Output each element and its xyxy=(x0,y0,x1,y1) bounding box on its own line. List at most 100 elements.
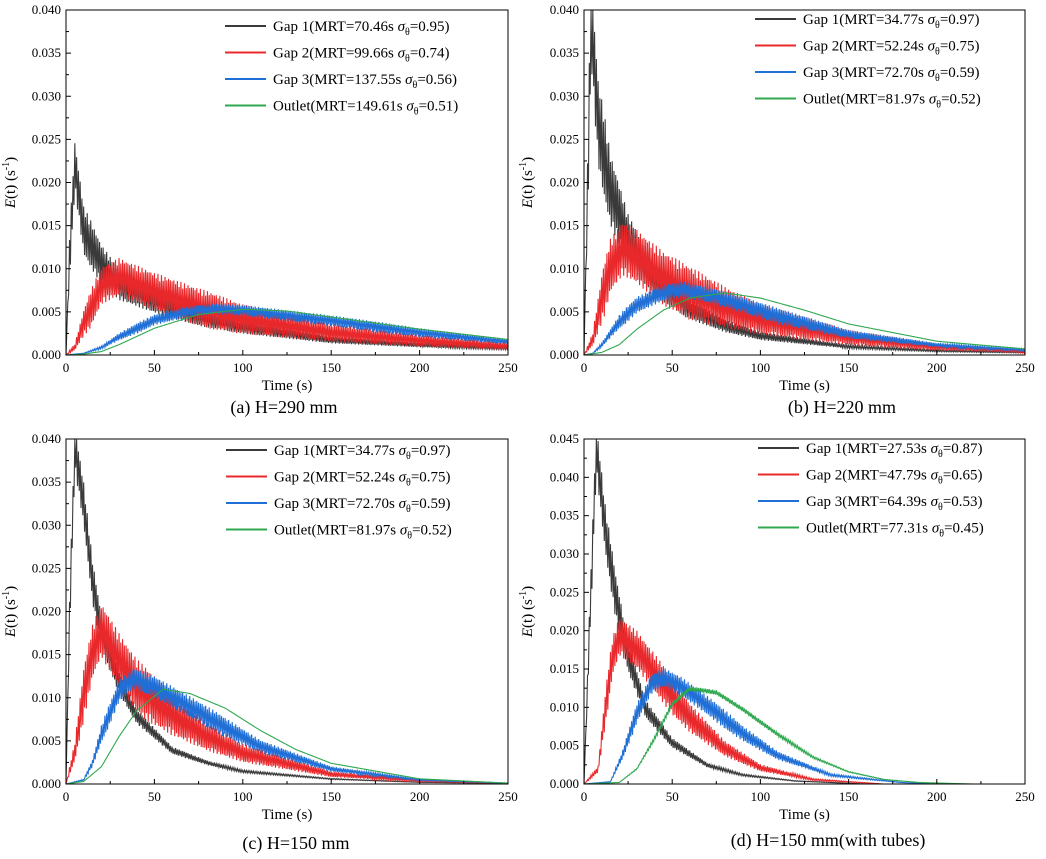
y-tick-label: 0.000 xyxy=(550,776,579,791)
plot-frame xyxy=(65,438,509,785)
y-axis-label-exponent: -1 xyxy=(1,591,12,599)
legend-value: =0.74) xyxy=(410,46,450,62)
legend-entry-label: Gap 2(MRT=99.66s σθ=0.74) xyxy=(273,46,450,65)
x-tick-label: 100 xyxy=(233,360,253,375)
y-axis-label-symbol: E xyxy=(3,628,19,638)
y-tick-label: 0.010 xyxy=(550,699,579,714)
series-line-gap-1 xyxy=(583,438,867,785)
legend-entry-label: Outlet(MRT=81.97s σθ=0.52) xyxy=(803,92,981,111)
x-tick-label: 150 xyxy=(321,789,341,804)
panel-caption: (b) H=220 mm xyxy=(788,397,896,418)
series-line-outlet xyxy=(583,292,1026,356)
x-axis-label: Time (s) xyxy=(779,378,830,394)
y-axis-label-close: ) xyxy=(520,157,536,162)
y-axis-label-close: ) xyxy=(3,157,19,162)
legend-sigma: σ xyxy=(400,523,408,539)
legend-entry-label: Gap 1(MRT=27.53s σθ=0.87) xyxy=(806,441,983,460)
x-tick-label: 50 xyxy=(666,360,679,375)
legend: Gap 1(MRT=27.53s σθ=0.87)Gap 2(MRT=47.79… xyxy=(758,441,984,540)
y-tick-label: 0.020 xyxy=(32,175,61,190)
legend-entry-label: Gap 2(MRT=52.24s σθ=0.75) xyxy=(274,470,451,489)
x-tick-label: 150 xyxy=(321,360,341,375)
legend-entry-label: Outlet(MRT=77.31s σθ=0.45) xyxy=(806,521,984,540)
legend-entry-label: Gap 3(MRT=137.55s σθ=0.56) xyxy=(273,72,457,91)
x-axis-label: Time (s) xyxy=(779,807,830,823)
y-tick-label: 0.035 xyxy=(550,45,579,60)
series-line-gap-3 xyxy=(583,281,1026,356)
legend-text: Gap 2(MRT=52.24s xyxy=(803,39,928,55)
legend-sigma: σ xyxy=(929,92,937,108)
legend-text: Gap 3(MRT=137.55s xyxy=(273,72,405,88)
y-axis-label-exponent: -1 xyxy=(518,591,529,599)
y-axis-label-symbol: E xyxy=(520,199,536,209)
legend-value: =0.95) xyxy=(410,19,450,35)
y-axis-label: E(t) (s-1) xyxy=(1,586,19,638)
legend-subscript: θ xyxy=(413,80,418,91)
chart-panel-1: 0 50 100 150 200 250 0.000 0.005 0.010 0.015 0.020… xyxy=(1,2,518,418)
y-tick-label: 0.040 xyxy=(32,431,61,446)
legend-subscript: θ xyxy=(406,504,411,515)
legend-sigma: σ xyxy=(399,470,407,486)
chart-panel-3: 0 50 100 150 200 250 0.000 0.005 0.010 0.015 0.020… xyxy=(1,431,518,854)
y-axis-label-symbol: E xyxy=(520,628,536,638)
legend-sigma: σ xyxy=(931,441,939,457)
legend-value: =0.87) xyxy=(943,441,983,457)
y-axis-label: E(t) (s-1) xyxy=(1,157,19,209)
x-axis-label: Time (s) xyxy=(262,807,313,823)
y-axis-label-text: (t) (s xyxy=(3,599,19,628)
y-tick-label: 0.010 xyxy=(550,261,579,276)
legend-sigma: σ xyxy=(405,72,413,88)
y-tick-label: 0.030 xyxy=(550,546,579,561)
x-tick-label: 200 xyxy=(410,360,430,375)
legend-value: =0.51) xyxy=(419,99,459,115)
plot-frame xyxy=(583,438,1026,785)
y-axis-label-text: (t) (s xyxy=(520,599,536,628)
x-tick-label: 250 xyxy=(1015,789,1035,804)
legend-entry-label: Gap 3(MRT=72.70s σθ=0.59) xyxy=(803,65,980,84)
panel-caption: (c) H=150 mm xyxy=(242,833,349,854)
legend-value: =0.97) xyxy=(940,12,980,28)
legend-text: Gap 1(MRT=34.77s xyxy=(274,443,399,459)
legend-subscript: θ xyxy=(938,449,943,460)
panel-caption: (a) H=290 mm xyxy=(230,397,337,418)
y-tick-label: 0.025 xyxy=(550,131,579,146)
y-tick-label: 0.045 xyxy=(550,431,579,446)
x-tick-label: 200 xyxy=(927,360,947,375)
legend-entry-label: Gap 1(MRT=34.77s σθ=0.97) xyxy=(274,443,451,462)
legend-subscript: θ xyxy=(414,107,419,118)
y-tick-label: 0.000 xyxy=(550,347,579,362)
chart-panel-2: 0 50 100 150 200 250 0.000 0.005 0.010 0.015 0.020… xyxy=(518,2,1035,418)
legend-subscript: θ xyxy=(935,73,940,84)
x-tick-label: 150 xyxy=(839,360,859,375)
legend-value: =0.75) xyxy=(940,39,980,55)
y-tick-label: 0.015 xyxy=(32,218,61,233)
y-tick-label: 0.035 xyxy=(550,508,579,523)
x-tick-label: 0 xyxy=(581,789,588,804)
y-axis-label-exponent: -1 xyxy=(518,162,529,170)
x-tick-label: 200 xyxy=(927,789,947,804)
y-tick-label: 0.025 xyxy=(550,584,579,599)
legend-subscript: θ xyxy=(406,478,411,489)
legend: Gap 1(MRT=70.46s σθ=0.95) Gap 2(MRT=99.66… xyxy=(225,19,458,118)
y-tick-label: 0.000 xyxy=(32,776,61,791)
legend-value: =0.56) xyxy=(417,72,457,88)
legend-entry-label: Gap 1(MRT=70.46s σθ=0.95) xyxy=(273,19,450,38)
legend-sigma: σ xyxy=(399,496,407,512)
y-axis-label-close: ) xyxy=(520,586,536,591)
y-tick-label: 0.020 xyxy=(550,175,579,190)
y-tick-label: 0.030 xyxy=(32,88,61,103)
y-axis-label-symbol: E xyxy=(3,199,19,209)
legend-value: =0.52) xyxy=(412,523,452,539)
legend-subscript: θ xyxy=(405,27,410,38)
y-axis-label-close: ) xyxy=(3,586,19,591)
y-tick-label: 0.030 xyxy=(550,88,579,103)
y-tick-label: 0.005 xyxy=(32,304,61,319)
y-tick-label: 0.005 xyxy=(550,738,579,753)
y-tick-label: 0.020 xyxy=(32,604,61,619)
legend-entry-label: Outlet(MRT=81.97s σθ=0.52) xyxy=(274,523,452,542)
panel-caption: (d) H=150 mm(with tubes) xyxy=(731,830,926,851)
legend-value: =0.59) xyxy=(940,65,980,81)
series-line-outlet xyxy=(65,308,509,356)
y-axis-label-exponent: -1 xyxy=(1,162,12,170)
y-tick-label: 0.040 xyxy=(32,2,61,17)
